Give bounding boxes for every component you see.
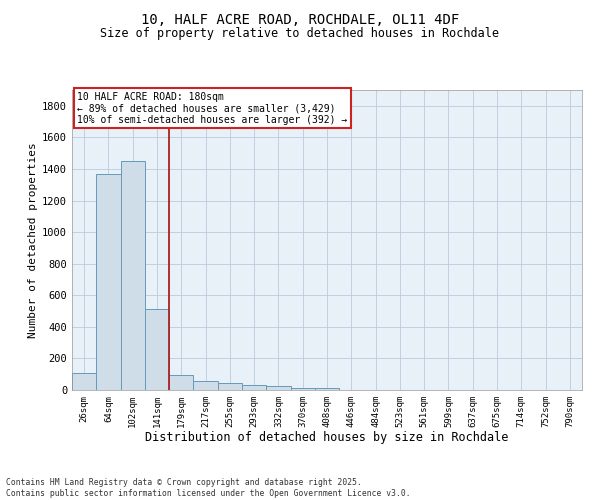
Text: 10 HALF ACRE ROAD: 180sqm
← 89% of detached houses are smaller (3,429)
10% of se: 10 HALF ACRE ROAD: 180sqm ← 89% of detac… [77,92,347,124]
Bar [218,383,242,390]
Bar [266,386,290,390]
Bar [96,174,121,390]
Text: Size of property relative to detached houses in Rochdale: Size of property relative to detached ho… [101,28,499,40]
Bar [193,380,218,390]
Bar [145,310,169,390]
Bar [315,388,339,390]
Text: 10, HALF ACRE ROAD, ROCHDALE, OL11 4DF: 10, HALF ACRE ROAD, ROCHDALE, OL11 4DF [141,12,459,26]
Bar [72,372,96,390]
X-axis label: Distribution of detached houses by size in Rochdale: Distribution of detached houses by size … [145,432,509,444]
Text: Contains HM Land Registry data © Crown copyright and database right 2025.
Contai: Contains HM Land Registry data © Crown c… [6,478,410,498]
Bar [242,386,266,390]
Bar [169,375,193,390]
Bar [121,161,145,390]
Y-axis label: Number of detached properties: Number of detached properties [28,142,38,338]
Bar [290,388,315,390]
